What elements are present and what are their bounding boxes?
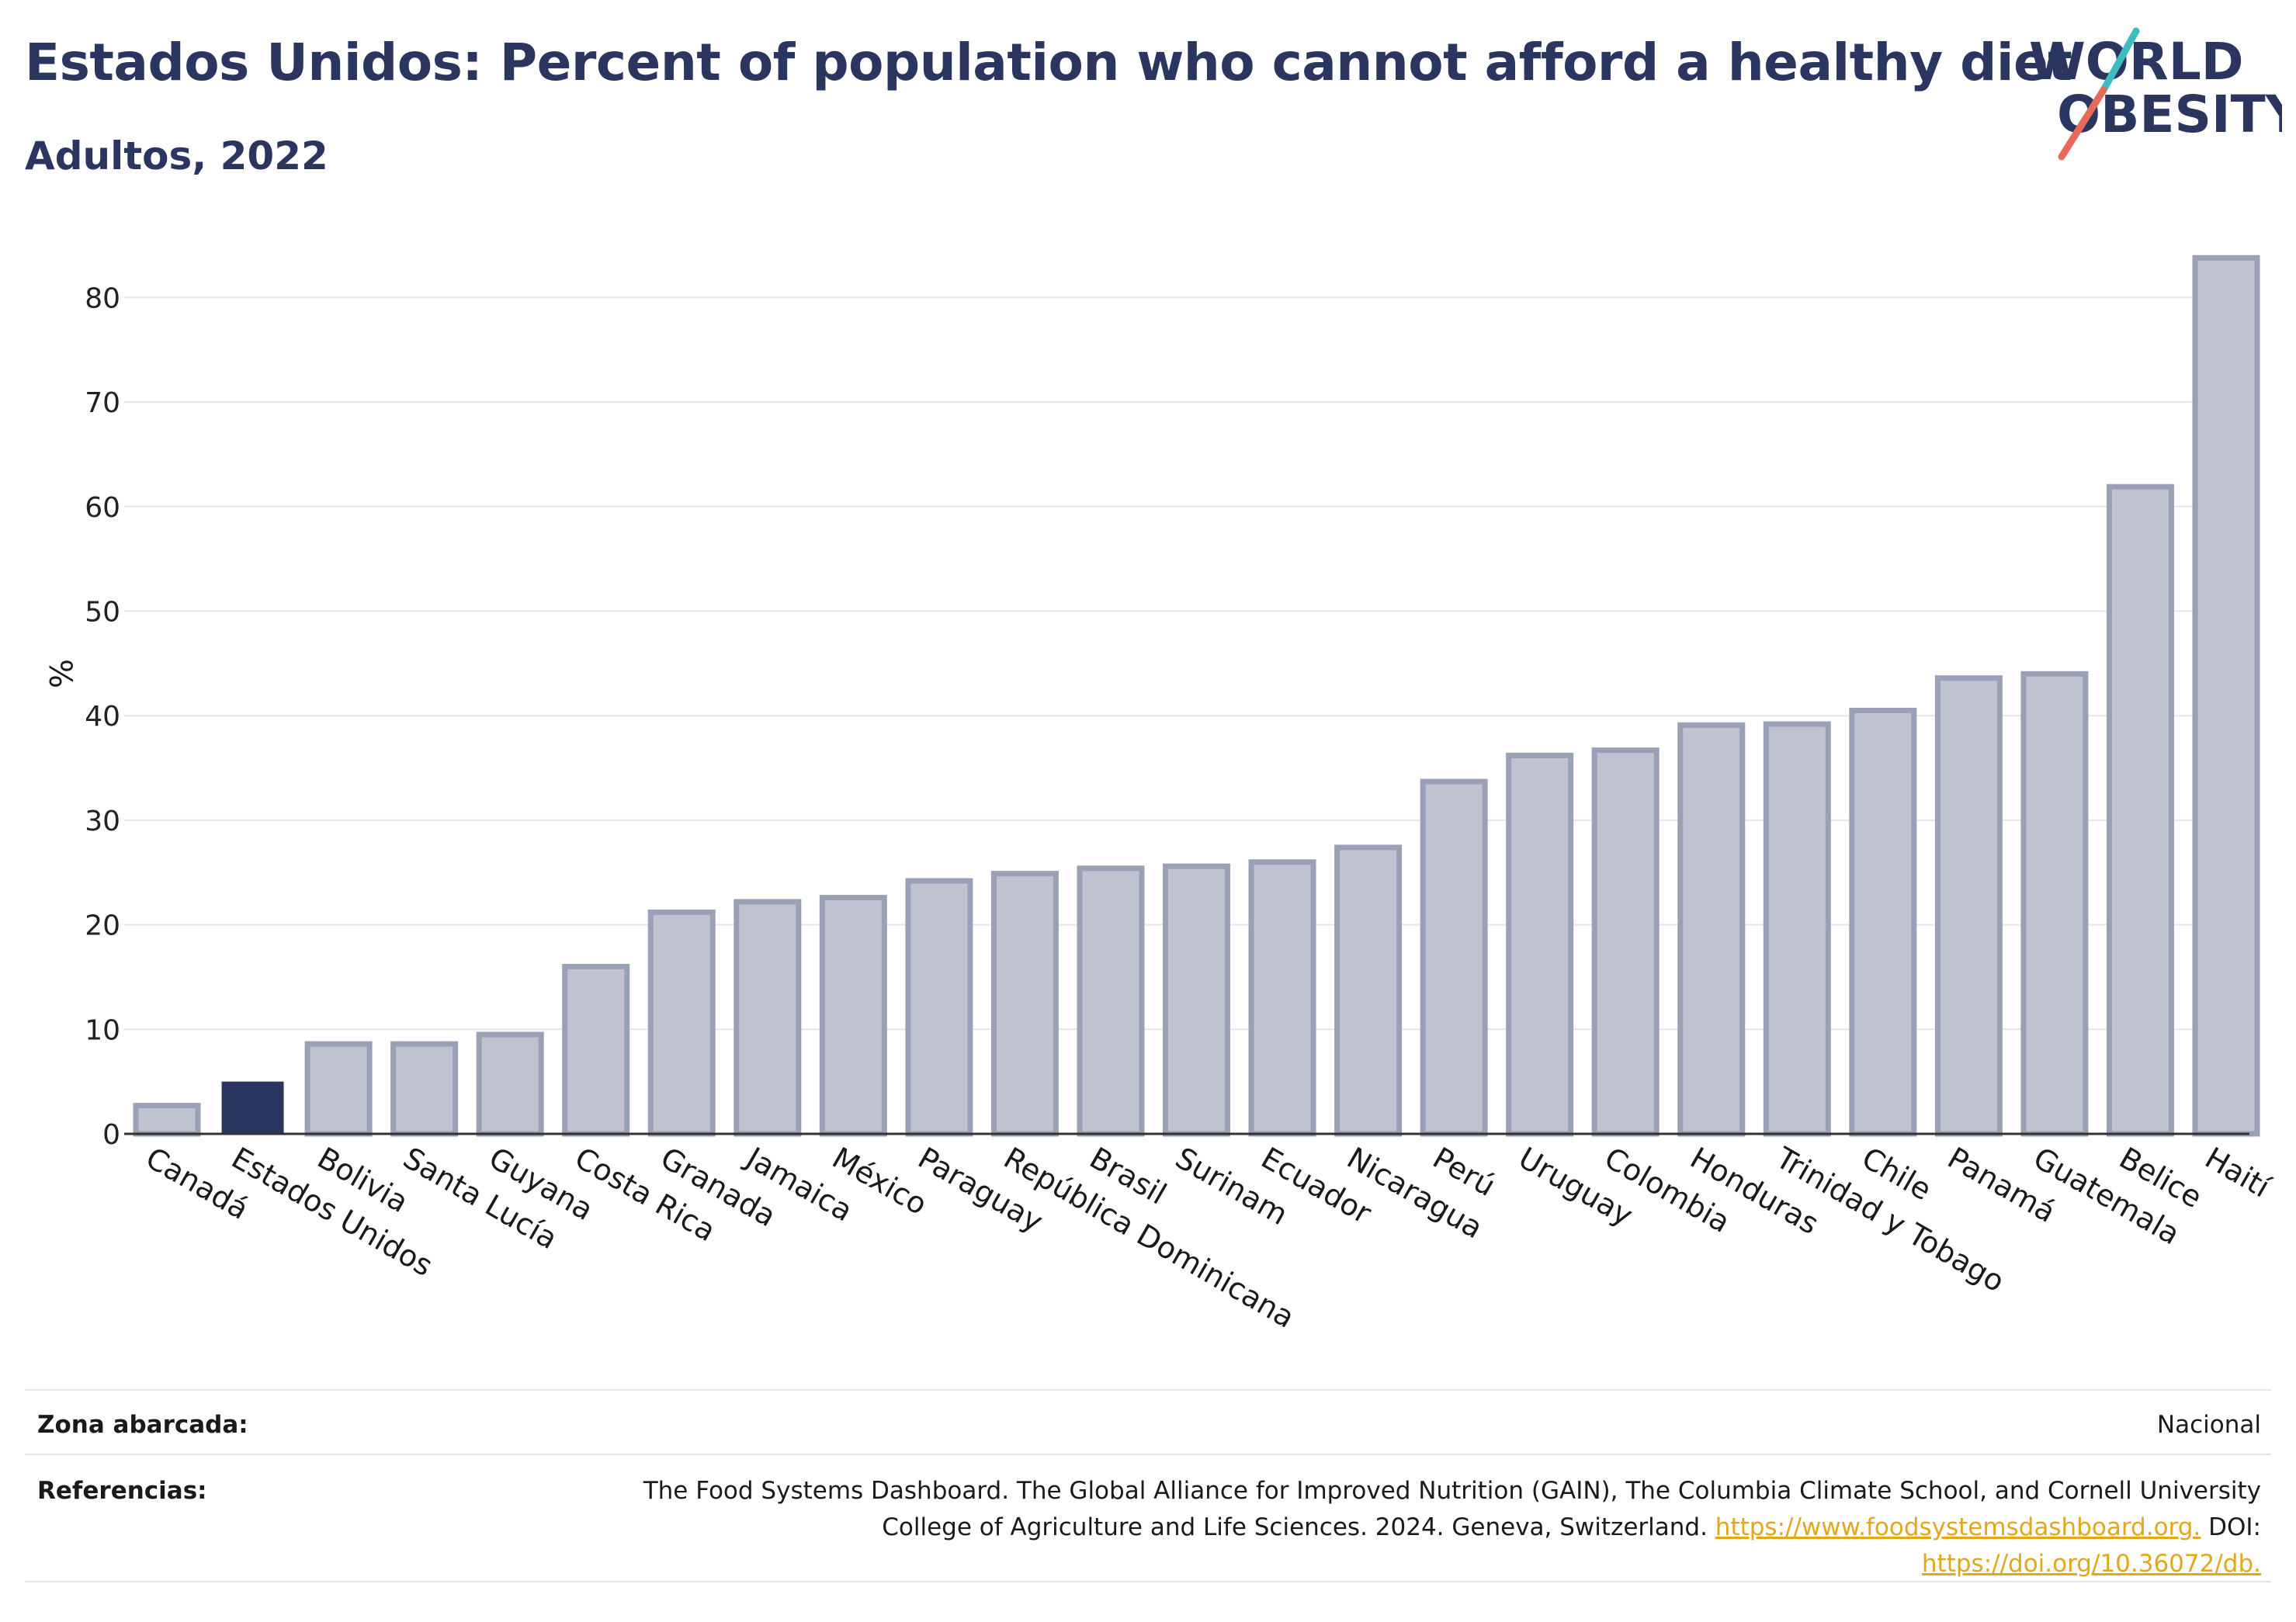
bar-guyana[interactable]	[476, 1031, 544, 1137]
bar-perú[interactable]	[1420, 778, 1488, 1137]
bar-santa-lucía[interactable]	[390, 1041, 459, 1137]
bar-estados-unidos[interactable]	[221, 1081, 284, 1134]
y-tick-label: 30	[85, 806, 120, 837]
y-tick-label: 50	[85, 597, 120, 629]
logo-slash-bottom	[2058, 86, 2107, 161]
y-tick-label: 70	[85, 387, 120, 419]
footer-divider-middle	[25, 1454, 2271, 1455]
logo-word-world: WORLD	[2029, 32, 2244, 92]
bar-belice[interactable]	[2106, 483, 2174, 1137]
references-line-2-text: College of Agriculture and Life Sciences…	[882, 1513, 1708, 1541]
bars	[133, 255, 2260, 1137]
bar-paraguay[interactable]	[905, 878, 973, 1137]
y-tick-label: 80	[85, 282, 120, 314]
y-tick-label: 60	[85, 492, 120, 524]
references-doi-label: DOI:	[2208, 1513, 2261, 1541]
bar-panamá[interactable]	[1934, 675, 2003, 1137]
bar-granada[interactable]	[647, 909, 716, 1137]
bar-canadá[interactable]	[133, 1103, 201, 1137]
footer-divider-bottom	[25, 1581, 2271, 1582]
bar-bolivia[interactable]	[304, 1041, 373, 1137]
bar-honduras[interactable]	[1677, 722, 1746, 1137]
bar-chile[interactable]	[1849, 707, 1917, 1137]
bar-méxico[interactable]	[819, 895, 887, 1137]
bar-haití[interactable]	[2192, 255, 2260, 1137]
bar-costa-rica[interactable]	[562, 963, 630, 1137]
chart-title: Estados Unidos: Percent of population wh…	[25, 33, 2072, 92]
y-tick-label: 10	[85, 1014, 120, 1046]
footer-divider-top	[25, 1389, 2271, 1391]
bar-surinam[interactable]	[1163, 863, 1230, 1137]
zone-label: Zona abarcada:	[37, 1411, 248, 1439]
logo-slash-top	[2100, 27, 2140, 94]
references-line-2: College of Agriculture and Life Sciences…	[553, 1509, 2261, 1546]
x-tick-label: Haití	[2200, 1141, 2277, 1205]
y-axis-ticks: 0 10 20 30 40 50 60 70 80	[85, 282, 120, 1151]
bar-jamaica[interactable]	[734, 899, 802, 1137]
references-line-1: The Food Systems Dashboard. The Global A…	[643, 1477, 2261, 1505]
bar-trinidad-y-tobago[interactable]	[1763, 721, 1831, 1137]
y-tick-label: 40	[85, 701, 120, 733]
bar-brasil[interactable]	[1077, 865, 1145, 1137]
references-line-3: https://doi.org/10.36072/db.	[553, 1546, 2261, 1582]
chart-subtitle: Adultos, 2022	[25, 133, 328, 178]
bar-uruguay[interactable]	[1506, 752, 1574, 1137]
y-axis-title: %	[42, 659, 78, 688]
y-tick-label: 20	[85, 910, 120, 942]
references-link-doi[interactable]: https://doi.org/10.36072/db.	[1921, 1550, 2261, 1578]
logo-word-obesity: OBESITY	[2057, 85, 2282, 144]
bar-ecuador[interactable]	[1248, 859, 1316, 1137]
bar-república-dominicana[interactable]	[990, 871, 1059, 1137]
references-label: Referencias:	[37, 1477, 207, 1505]
references-link-dashboard[interactable]: https://www.foodsystemsdashboard.org.	[1715, 1513, 2201, 1541]
bar-colombia[interactable]	[1591, 747, 1660, 1137]
bar-nicaragua[interactable]	[1334, 844, 1403, 1137]
bar-guatemala[interactable]	[2020, 671, 2089, 1137]
zone-value: Nacional	[2156, 1411, 2261, 1439]
world-obesity-logo: WORLD OBESITY	[2029, 27, 2282, 161]
references-text: The Food Systems Dashboard. The Global A…	[553, 1473, 2261, 1582]
y-tick-label: 0	[102, 1119, 120, 1151]
